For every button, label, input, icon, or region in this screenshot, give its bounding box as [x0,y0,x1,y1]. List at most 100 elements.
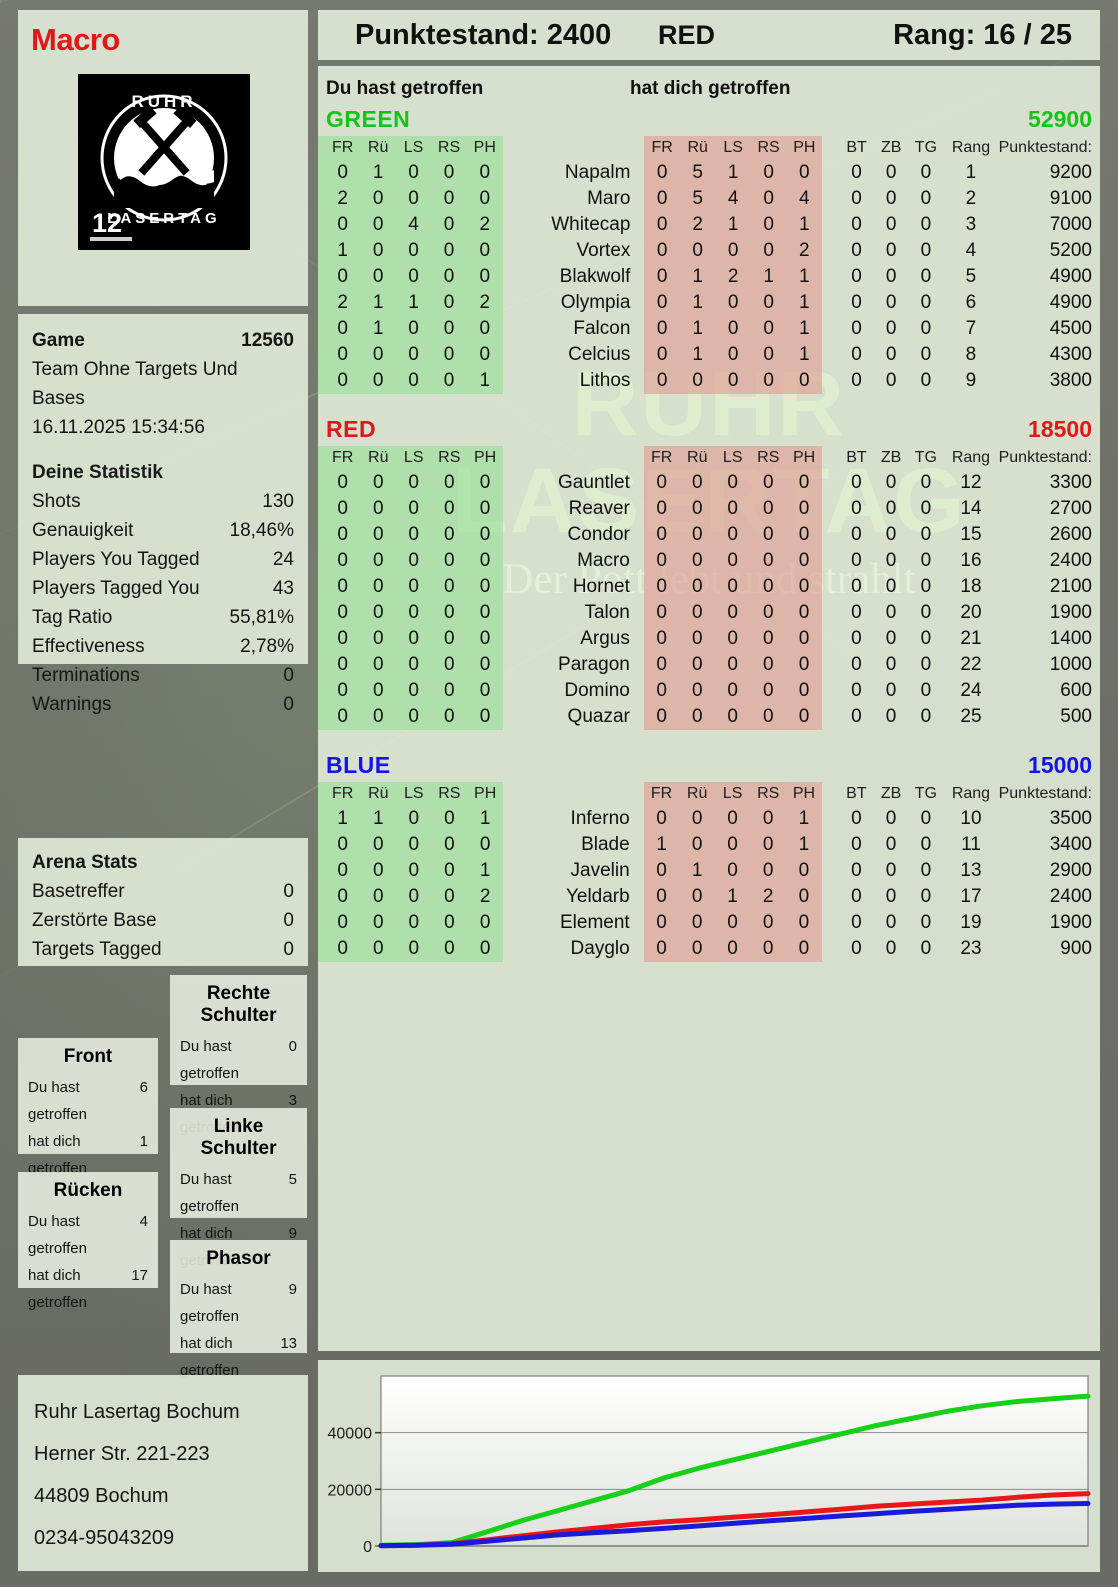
stat-label: Terminations [32,665,140,686]
table-cell [318,626,325,652]
stat-label: Effectiveness [32,636,145,657]
table-cell: 0 [851,266,862,287]
table-cell: 0 [644,368,680,394]
table-cell: 0 [643,936,680,962]
table-cell: 0 [885,602,897,623]
stat-row: Tag Ratio 55,81% [32,603,294,632]
table-row: 0 0 0 0 0 Quazar 0 0 0 0 0 0 0 0 25 500 [318,704,1100,730]
column-header [503,446,644,470]
player-points-cell: 9200 [1049,162,1092,183]
column-header: TG [914,785,937,802]
arena-stats-panel: Arena Stats Basetreffer 0 Zerstörte Base 0 T… [18,838,308,966]
stat-label: Genauigkeit [32,520,134,541]
table-cell: 0 [679,496,716,522]
table-cell: 0 [885,498,897,519]
game-datetime: 16.11.2025 15:34:56 [32,417,205,438]
table-cell [822,574,839,600]
stat-label: Tag Ratio [32,607,113,628]
column-header: FR [644,136,680,160]
table-cell: 0 [851,344,862,365]
table-cell: 22 [960,654,982,675]
player-points-cell: 4900 [1049,266,1092,287]
table-cell: 0 [360,910,397,936]
table-cell: 0 [786,368,823,394]
chart-y-tick-label: 40000 [328,1426,373,1443]
table-cell: 0 [396,652,432,678]
table-cell [318,342,325,368]
table-cell: 0 [679,884,715,910]
table-cell: 0 [431,858,468,884]
table-cell: 1 [786,806,822,832]
table-cell: 0 [920,550,932,571]
table-cell: 0 [885,162,897,183]
venue-logo: RUHR LASERTAG 12 [78,74,250,250]
value-you-tagged: 4 [139,1213,148,1230]
label-you-tagged: Du hast getroffen [180,1171,239,1215]
table-cell: 2 [679,212,716,238]
player-name-cell: Napalm [564,162,631,183]
table-cell: 0 [643,704,680,730]
table-cell: 0 [324,264,361,290]
column-header: LS [396,782,432,806]
table-cell: 1 [467,806,504,832]
table-cell: 0 [920,214,932,235]
column-header: PH [467,446,503,470]
table-cell: 0 [679,936,715,962]
table-cell: 0 [750,858,787,884]
label-you-tagged: Du hast getroffen [180,1281,239,1325]
table-cell [318,368,325,394]
column-header: FR [643,782,680,806]
column-header: ZB [880,139,902,156]
table-cell: 0 [715,548,751,574]
table-cell: 0 [431,548,468,574]
table-cell: 0 [750,936,787,962]
table-cell: 0 [920,524,932,545]
address-line-1: Ruhr Lasertag Bochum [34,1401,240,1423]
table-cell: 0 [786,470,822,496]
arena-stat-row: Basetreffer 0 [32,877,294,906]
body-part-lsh-title: Linke Schulter [200,1116,277,1159]
player-name-cell: Blakwolf [559,266,631,287]
table-cell: 1 [786,212,823,238]
value-tagged-you: 1 [139,1133,148,1150]
table-cell: 0 [396,858,432,884]
table-cell: 0 [324,884,361,910]
table-cell [822,652,839,678]
chart-series-blue [378,1501,1091,1549]
player-name-cell: Blade [581,834,630,855]
player-name-cell: Celcius [568,344,631,365]
table-cell: 0 [324,548,361,574]
table-cell: 0 [885,550,897,571]
body-part-rsh-you: Du hast getroffen 0 [180,1033,297,1087]
table-cell: 12 [960,472,982,493]
player-name-cell: Argus [580,628,630,649]
stat-value: 43 [272,578,294,599]
table-row: 0 0 0 0 0 Dayglo 0 0 0 0 0 0 0 0 23 900 [318,936,1100,962]
table-cell: 0 [885,318,897,339]
table-cell: 0 [851,550,862,571]
arena-stat-value: 0 [283,939,294,960]
rank-label: Rang: 16 / 25 [893,19,1072,51]
table-cell: 0 [851,472,862,493]
table-cell [318,186,325,212]
table-row: 1 0 0 0 0 Vortex 0 0 0 0 2 0 0 0 4 5200 [318,238,1100,264]
table-cell: 0 [431,626,468,652]
table-cell: 4 [965,240,977,261]
table-cell: 0 [360,368,396,394]
column-header: FR [324,136,361,160]
table-cell: 0 [885,524,897,545]
table-cell: 0 [467,600,503,626]
player-name-cell: Macro [577,550,630,571]
table-cell: 0 [395,160,432,186]
table-cell: 0 [920,370,932,391]
column-header: Rü [360,136,396,160]
table-cell: 0 [324,574,361,600]
value-you-tagged: 0 [288,1038,297,1055]
table-cell: 0 [431,290,467,316]
table-cell: 0 [360,238,396,264]
svg-text:12: 12 [92,208,122,238]
arena-stat-value: 0 [283,910,294,931]
table-cell: 0 [467,496,503,522]
table-cell: 0 [324,678,361,704]
tagged-you-header: hat dich getroffen [630,78,791,99]
